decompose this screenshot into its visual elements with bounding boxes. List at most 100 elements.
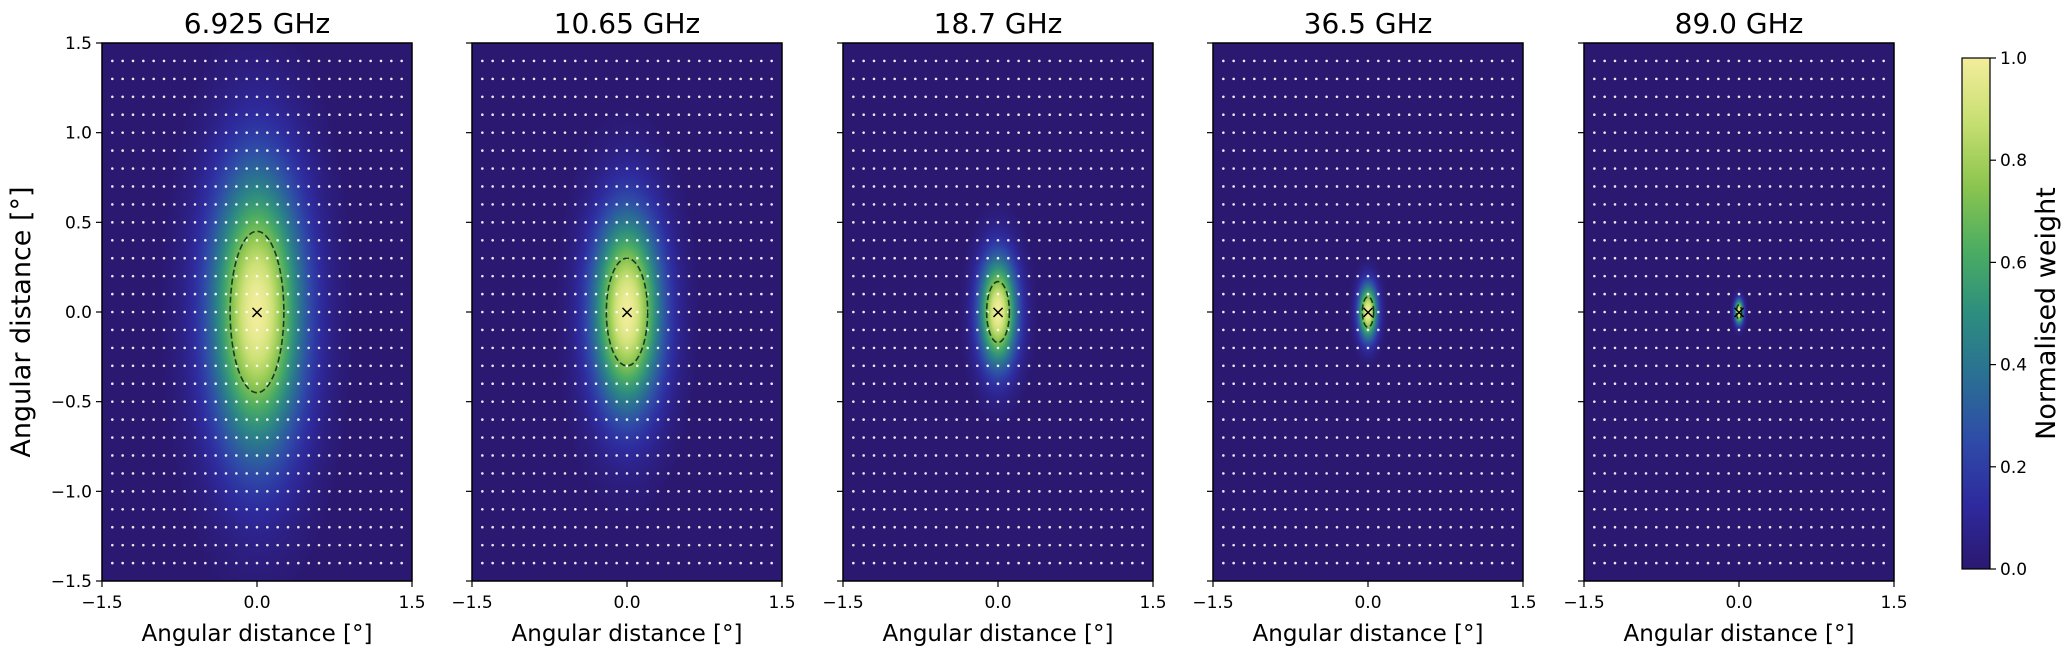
sample-point <box>1644 454 1648 457</box>
sample-point <box>625 274 629 278</box>
sample-point <box>204 203 207 206</box>
sample-point <box>111 454 114 457</box>
sample-point <box>183 185 186 188</box>
sample-point <box>656 221 660 224</box>
sample-point <box>111 149 114 152</box>
sample-point <box>1717 382 1720 386</box>
sample-point <box>1470 418 1473 421</box>
sample-point <box>1644 436 1648 439</box>
sample-point <box>914 203 917 206</box>
sample-point <box>214 436 217 439</box>
sample-point <box>687 490 691 493</box>
sample-point <box>1717 131 1720 134</box>
sample-point <box>224 418 228 421</box>
sample-point <box>390 59 393 63</box>
half-power-contour <box>1361 295 1375 329</box>
sample-point <box>379 167 383 170</box>
sample-point <box>646 256 649 260</box>
sample-point <box>1253 292 1256 296</box>
sample-point <box>1449 185 1452 188</box>
sample-point <box>1830 185 1834 188</box>
sample-point <box>1706 346 1710 350</box>
sample-point <box>718 203 722 206</box>
sample-point <box>1315 561 1318 565</box>
sample-point <box>543 95 546 99</box>
sample-point <box>1304 543 1308 547</box>
sample-point <box>1089 292 1093 296</box>
sample-point <box>1655 256 1658 260</box>
sample-point <box>1263 274 1266 278</box>
sample-point <box>183 328 186 332</box>
sample-point <box>760 436 763 439</box>
sample-point <box>729 364 732 368</box>
sample-point <box>1377 59 1380 63</box>
sample-point <box>1428 149 1432 152</box>
sample-point <box>390 292 393 296</box>
sample-point <box>729 167 732 170</box>
sample-point <box>214 328 217 332</box>
sample-point <box>1748 382 1751 386</box>
sample-point <box>1048 507 1051 511</box>
sample-point <box>121 436 124 439</box>
sample-point <box>1120 507 1124 511</box>
sample-point <box>1325 292 1328 296</box>
sample-point <box>1284 507 1287 511</box>
sample-point <box>1315 77 1318 81</box>
sample-point <box>1418 507 1421 511</box>
sample-point <box>893 328 896 332</box>
sample-point <box>1131 185 1134 188</box>
sample-point <box>193 310 197 314</box>
sample-point <box>1418 364 1421 368</box>
sample-point <box>1232 525 1235 529</box>
half-power-contour <box>229 230 285 394</box>
sample-point <box>893 274 896 278</box>
sample-point <box>1748 256 1751 260</box>
sample-point <box>563 238 567 242</box>
sample-point <box>1038 95 1041 99</box>
sample-point <box>1830 561 1834 565</box>
sample-point <box>131 490 135 493</box>
sample-point <box>625 525 629 529</box>
sample-point <box>183 436 186 439</box>
sample-point <box>594 95 598 99</box>
sample-point <box>1048 525 1051 529</box>
sample-point <box>1038 256 1041 260</box>
sample-point <box>152 328 155 332</box>
sample-point <box>162 382 166 386</box>
sample-point <box>522 454 525 457</box>
sample-point <box>214 59 217 63</box>
sample-point <box>1110 77 1113 81</box>
sample-point <box>1315 203 1318 206</box>
sample-point <box>1779 274 1782 278</box>
sample-point <box>286 59 290 63</box>
sample-point <box>1603 400 1606 403</box>
sample-point <box>852 346 855 350</box>
sample-point <box>359 364 362 368</box>
sample-point <box>1100 131 1103 134</box>
sample-point <box>400 310 403 314</box>
sample-point <box>1613 238 1617 242</box>
sample-point <box>1634 382 1637 386</box>
sample-point <box>883 256 886 260</box>
sample-point <box>739 490 742 493</box>
sample-point <box>131 149 135 152</box>
sample-point <box>656 274 660 278</box>
sample-point <box>204 328 207 332</box>
sample-point <box>625 346 629 350</box>
sample-point <box>1624 256 1627 260</box>
sample-point <box>1325 543 1328 547</box>
sample-point <box>276 346 279 350</box>
sample-point <box>1232 346 1235 350</box>
sample-point <box>1624 490 1627 493</box>
sample-point <box>553 436 556 439</box>
sample-point <box>718 543 722 547</box>
sample-point <box>1459 364 1463 368</box>
sample-point <box>1686 221 1689 224</box>
sample-point <box>1872 543 1875 547</box>
sample-point <box>955 221 958 224</box>
sample-point <box>1613 525 1617 529</box>
sample-point <box>235 185 238 188</box>
